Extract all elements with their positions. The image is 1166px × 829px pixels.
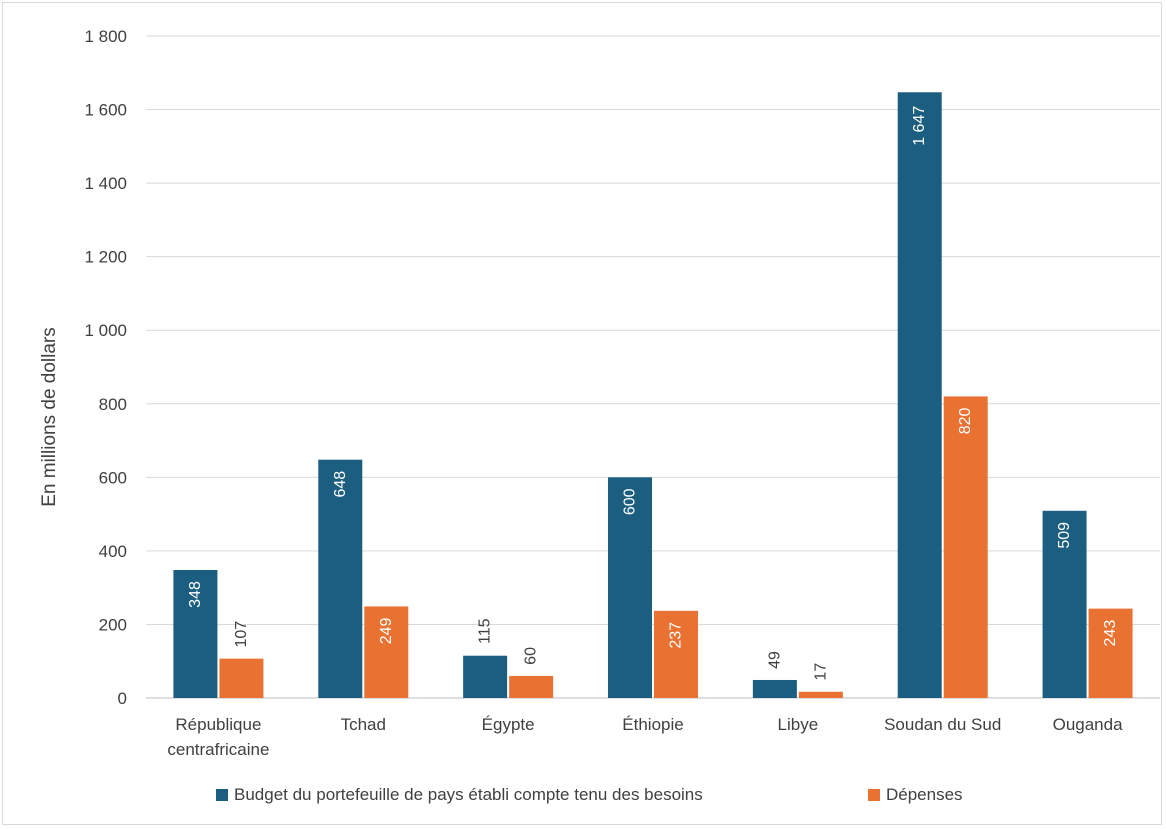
budget-bar <box>463 655 508 698</box>
expenses-bar <box>219 658 264 698</box>
x-category-label: Ouganda <box>1053 715 1123 734</box>
legend-swatch <box>868 789 880 801</box>
legend-label: Dépenses <box>886 785 963 804</box>
budget-bar <box>897 92 942 698</box>
budget-data-label: 348 <box>187 581 204 608</box>
y-tick-label: 1 200 <box>84 248 127 267</box>
budget-bar <box>318 459 363 698</box>
x-category-label: Tchad <box>341 715 386 734</box>
y-tick-label: 1 600 <box>84 101 127 120</box>
budget-bar <box>752 679 797 698</box>
expenses-bar <box>943 396 988 698</box>
expenses-bar <box>509 675 554 698</box>
x-category-label: Égypte <box>482 715 535 734</box>
y-tick-label: 1 000 <box>84 321 127 340</box>
y-tick-label: 400 <box>99 542 127 561</box>
budget-data-label: 648 <box>332 471 349 498</box>
expenses-data-label: 249 <box>378 617 395 644</box>
budget-data-label: 49 <box>766 651 783 669</box>
expenses-bar <box>654 610 698 698</box>
budget-data-label: 1 647 <box>911 106 928 146</box>
x-category-label: République <box>175 715 261 734</box>
y-tick-label: 1 400 <box>84 174 127 193</box>
expenses-data-label: 60 <box>523 647 540 665</box>
expenses-data-label: 820 <box>957 407 974 434</box>
y-tick-label: 200 <box>99 615 127 634</box>
budget-data-label: 509 <box>1056 522 1073 549</box>
y-tick-label: 600 <box>99 468 127 487</box>
y-tick-label: 0 <box>118 689 127 708</box>
x-category-label: Libye <box>778 715 819 734</box>
y-tick-label: 800 <box>99 395 127 414</box>
expenses-data-label: 237 <box>668 622 685 649</box>
budget-bar <box>608 477 652 698</box>
y-axis-title: En millions de dollars <box>39 327 60 507</box>
x-category-label: centrafricaine <box>167 740 269 759</box>
legend-swatch <box>216 789 228 801</box>
expenses-data-label: 17 <box>812 663 829 681</box>
x-category-label: Éthiopie <box>622 715 683 734</box>
y-tick-label: 1 800 <box>84 27 127 46</box>
budget-data-label: 115 <box>477 618 494 644</box>
budget-bar <box>173 570 218 698</box>
expenses-bar <box>1088 608 1133 698</box>
budget-bar <box>1042 510 1087 698</box>
expenses-data-label: 243 <box>1102 620 1119 647</box>
expenses-data-label: 107 <box>233 621 250 648</box>
expenses-bar <box>364 606 409 698</box>
budget-data-label: 600 <box>622 488 639 515</box>
x-category-label: Soudan du Sud <box>884 715 1001 734</box>
legend-label: Budget du portefeuille de pays établi co… <box>234 785 703 804</box>
expenses-bar <box>798 691 843 698</box>
